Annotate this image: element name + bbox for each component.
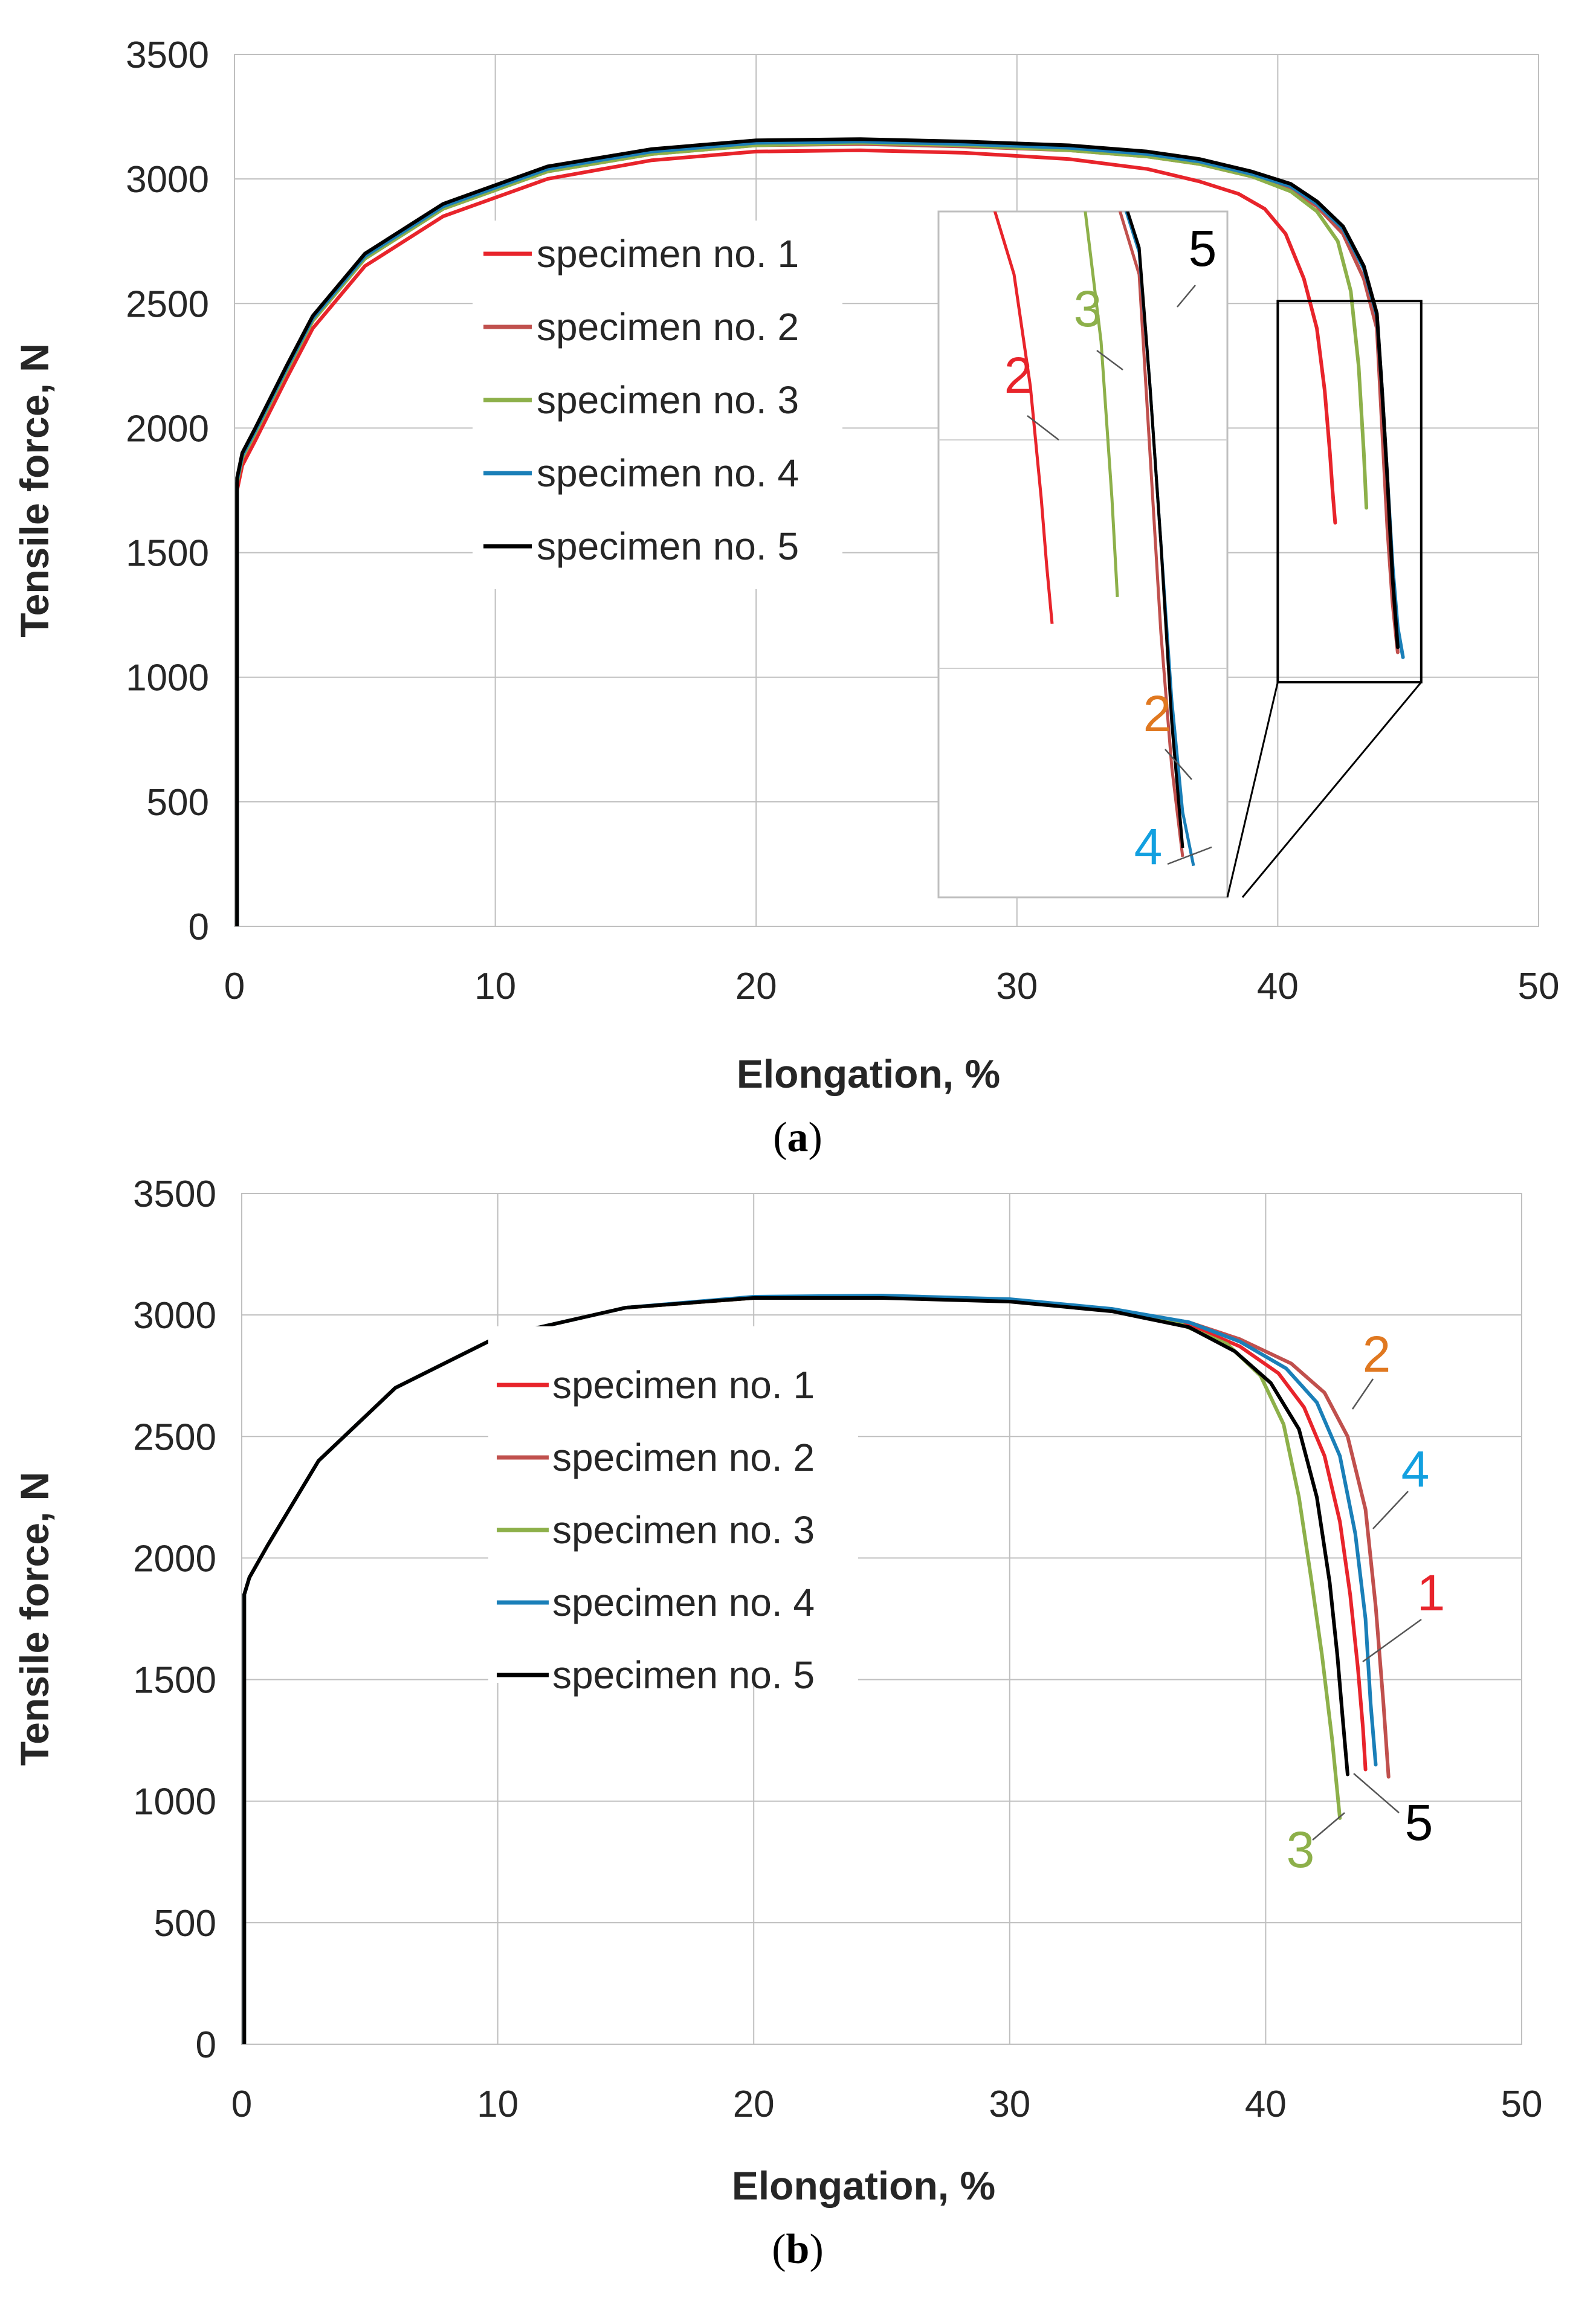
legend-label: specimen no. 3 [552,1508,815,1552]
y-tick-label: 500 [154,1903,216,1945]
y-tick-label: 3000 [133,1295,216,1337]
x-tick-label: 10 [474,966,516,1007]
x-tick-label: 20 [735,966,777,1007]
x-tick-label: 30 [996,966,1038,1007]
y-tick-label: 500 [147,782,209,824]
inset-leader-line [1167,846,1212,865]
inset-leader-line [1177,285,1196,308]
inset-series-line-specimen-5 [1126,211,1184,848]
zoom-connector-line [1226,682,1279,898]
x-tick-label: 10 [477,2083,519,2125]
y-tick-label: 0 [196,2024,216,2066]
y-axis-title: Tensile force, N [12,343,57,637]
zoom-box [1276,300,1423,683]
series-annotation-label: 4 [1401,1441,1430,1497]
y-tick-label: 2500 [133,1416,216,1458]
annotation-leader-line [1351,1378,1374,1410]
y-tick-label: 1500 [133,1660,216,1702]
y-tick-label: 2500 [126,283,209,325]
legend-label: specimen no. 5 [537,524,799,568]
x-tick-label: 40 [1257,966,1299,1007]
series-annotation-label: 3 [1287,1821,1315,1878]
caption-paren: ) [809,1114,822,1161]
inset-series-label: 5 [1189,220,1217,277]
inset-leader-line [1096,349,1123,371]
panel-caption: (a) [773,1114,822,1161]
annotation-leader-line [1353,1773,1400,1813]
legend-label: specimen no. 1 [552,1363,815,1407]
x-tick-label: 50 [1501,2083,1543,2125]
inset-series-label: 2 [1004,347,1033,404]
plot-area-frame [234,54,1539,927]
x-tick-label: 30 [989,2083,1030,2125]
series-annotation-label: 5 [1405,1794,1433,1851]
series-line-specimen-1 [235,148,1337,926]
inset-series-label: 2 [1143,685,1172,742]
series-group [242,1294,1391,2044]
inset-series-label: 3 [1074,280,1102,337]
x-tick-label: 0 [231,2083,252,2125]
y-tick-label: 3000 [126,159,209,201]
caption-paren: ( [772,2226,786,2273]
x-axis-title: Elongation, % [732,2163,995,2208]
legend-label: specimen no. 5 [552,1653,815,1697]
y-tick-label: 2000 [126,408,209,450]
series-annotation-label: 2 [1363,1326,1391,1383]
series-line-specimen-5 [235,137,1400,926]
y-tick-label: 1000 [126,657,209,699]
inset-series-group [993,211,1195,867]
x-tick-label: 40 [1245,2083,1287,2125]
inset-series-line-specimen-1 [993,211,1054,624]
y-tick-label: 1500 [126,533,209,575]
legend-label: specimen no. 2 [537,305,799,349]
legend-label: specimen no. 4 [552,1581,815,1624]
panel-caption: (b) [772,2226,824,2273]
y-tick-label: 3500 [133,1173,216,1215]
annotation-leader-line [1362,1618,1422,1663]
x-tick-label: 20 [733,2083,775,2125]
inset-series-line-specimen-2 [1118,211,1184,857]
caption-letter: b [786,2226,810,2273]
inset-series-label: 4 [1134,818,1163,875]
legend-label: specimen no. 2 [552,1436,815,1479]
inset-leader-line [1165,749,1192,780]
series-group [235,137,1405,926]
y-tick-label: 0 [189,906,209,948]
y-axis-title: Tensile force, N [12,1472,57,1766]
legend-label: specimen no. 1 [537,232,799,276]
inset-series-line-specimen-3 [1084,211,1119,598]
plot-area-frame [241,1193,1522,2045]
legend-label: specimen no. 4 [537,451,799,495]
panel-a-chart: 0 500 1000 1500 2000 2500 3000 3500 0 10 20 30 40 50 E… [12,34,1560,1161]
y-tick-label: 1000 [133,1781,216,1823]
caption-paren: ( [773,1114,787,1161]
x-tick-label: 0 [224,966,245,1007]
annotation-leader-line [1372,1491,1409,1529]
y-tick-label: 2000 [133,1538,216,1580]
legend-box [488,1326,858,1683]
caption-paren: ) [809,2226,823,2273]
x-axis-title: Elongation, % [737,1051,1000,1096]
series-line-specimen-5 [242,1296,1349,2044]
panel-b-chart: 0 500 1000 1500 2000 2500 3000 3500 0 10 20 30 40 50 E… [12,1173,1542,2273]
zoom-connector-line [1241,682,1422,898]
caption-letter: a [787,1114,809,1161]
series-annotation-label: 1 [1417,1564,1446,1621]
y-tick-label: 3500 [126,34,209,76]
x-tick-label: 50 [1518,966,1560,1007]
annotation-leader-line [1312,1812,1345,1841]
legend-box [473,221,842,589]
inset-leader-line [1027,415,1059,441]
legend-label: specimen no. 3 [537,378,799,422]
